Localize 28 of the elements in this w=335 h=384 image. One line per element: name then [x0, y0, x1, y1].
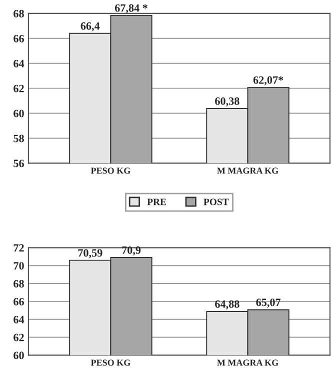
data-label: 67,84 * — [114, 4, 148, 14]
y-tick-label: 60 — [14, 352, 24, 360]
data-label: 66,4 — [80, 22, 100, 32]
data-label: 70,59 — [78, 249, 102, 258]
data-label: 70,9 — [122, 246, 141, 256]
y-tick-label: 56 — [14, 160, 24, 168]
data-label: 60,38 — [215, 97, 240, 107]
data-label: 65,07 — [256, 298, 281, 308]
y-tick-label: 68 — [14, 280, 24, 288]
y-tick-label: 72 — [14, 244, 24, 252]
y-tick-label: 62 — [14, 334, 24, 342]
data-label: 64,88 — [215, 300, 240, 310]
y-tick-label: 64 — [14, 60, 24, 68]
y-tick-label: 68 — [14, 10, 24, 18]
y-tick-label: 60 — [14, 110, 24, 118]
x-tick-label: M MAGRA KG — [217, 168, 278, 174]
y-tick-label: 64 — [14, 316, 24, 324]
y-tick-label: 70 — [14, 262, 24, 270]
y-tick-label: 62 — [14, 84, 24, 92]
data-label: 62,07* — [253, 76, 284, 86]
y-tick-label: 66 — [14, 34, 24, 42]
x-tick-label: PESO KG — [90, 168, 130, 174]
legend-label: POST — [204, 198, 229, 206]
x-tick-label: PESO KG — [90, 360, 130, 366]
y-tick-label: 58 — [14, 134, 24, 142]
legend-label: PRE — [147, 198, 166, 206]
x-tick-label: M MAGRA KG — [217, 360, 278, 366]
y-tick-label: 66 — [14, 298, 24, 306]
